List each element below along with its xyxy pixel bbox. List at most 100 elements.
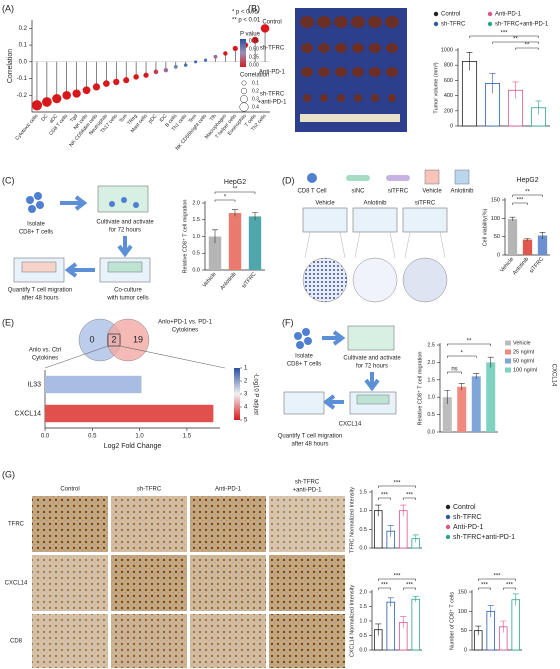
y-axis-title: Tumor volume (mm³) [433,62,439,113]
arrow [64,262,95,278]
error-bar [489,73,496,94]
error-bar [400,504,407,517]
bar [457,386,467,432]
legend-swatch [487,11,493,17]
legend-label: Control [453,504,476,511]
point [52,94,62,104]
legend-label: Vehicle [513,340,531,346]
significance: *** [406,583,414,589]
error-bar [375,504,382,517]
transwell [283,391,325,415]
bar [511,599,521,651]
size-label: 0.4 [252,104,259,110]
well-label: siTFRC [415,201,436,207]
significance: *** [406,493,414,499]
legend-label: 25 ng/ml [513,349,534,355]
colorbar-label: 5 [244,418,248,424]
row-label: sh-TFRC [260,92,285,98]
bar [228,213,242,270]
x-tick-label: Cytotoxic cells [14,113,39,142]
error-bar [487,605,494,618]
x-tick-label: Anlotinib [219,271,237,291]
significance: *** [516,198,524,204]
error-bar [252,212,258,221]
panel-label: (B) [248,3,260,13]
legend-label: sh-TFRC [453,514,481,521]
step-text: Isolate [295,354,313,360]
row-label: TFRC [8,522,25,528]
bracket [515,47,539,50]
bracket [403,587,416,590]
x-tick-label: aDC [48,113,59,125]
error-bar [512,593,519,606]
point [92,83,101,91]
error-bar [535,100,542,115]
row-label: +anti-PD-1 [258,100,288,106]
y-tick-label: 0 [464,647,467,653]
step-text: for 72 hours [109,228,141,234]
panel-label: (A) [2,3,14,13]
size-key [240,95,248,103]
axis [31,20,270,113]
significance: ** [525,43,530,49]
y-tick-label: 0.0 [359,545,367,551]
significance: *** [506,583,514,589]
chart-title: HepG2 [224,179,246,186]
colorbar-label: 0.50 [249,46,259,52]
x-tick-label: 1.0 [135,434,144,440]
error-bar [487,356,494,368]
significance: *** [381,583,389,589]
insert [21,261,57,273]
legend-swatch [445,524,451,530]
bracket [447,343,491,346]
size-key [241,80,247,86]
significance: * [461,351,464,357]
zoom-lines [304,231,446,259]
drug-label: CXCL14 [339,422,362,428]
y-tick-label: 1.5 [359,604,367,610]
y-tick-label: 0.0 [359,647,367,653]
y-tick-label: 1.0 [359,508,367,514]
y-tick-label: 1.5 [427,377,435,383]
point [260,24,270,33]
y-tick-label: 150 [491,197,500,203]
y-tick-label: 1.0 [192,234,200,240]
x-tick-label: 0.0 [41,434,50,440]
y-axis-title: Relative CD8⁺ T cell migration [416,352,423,426]
well-label: Vehicle [315,201,335,207]
point [143,72,149,78]
icon [386,175,410,181]
significance: ** [233,187,238,193]
arrow [60,195,88,211]
y-axis-title: Correlation [7,49,14,83]
step-text: Co-culture [114,288,142,294]
y-axis-title: Relative CD8⁺ T cell migration [181,200,188,274]
step-text: CD8+ T cells [287,362,321,368]
bracket [378,587,391,590]
colorbar [240,39,246,67]
colorbar-label: 3 [244,392,248,398]
bar [537,235,548,255]
x-tick-label: pDC [147,113,158,125]
point [223,51,228,56]
y-tick-label: 0 [450,123,453,129]
dish-image [402,257,448,303]
bracket [447,371,462,374]
step-text: Quantify T cell migration [278,434,342,440]
bracket [478,587,491,590]
significance: *** [381,493,389,499]
error-bar [458,382,465,391]
dish [347,325,395,351]
legend-swatch [487,21,493,27]
colorbar-label: 0.75 [249,38,259,44]
legend-text: Vehicle [422,189,442,195]
point [183,63,188,67]
y-tick-label: IL33 [27,381,41,388]
error-bar [212,229,218,244]
step-text: Isolate [27,222,45,228]
y-tick-label: 50 [494,234,500,240]
y-tick-label: 50 [461,628,467,634]
y-tick-label: 1.0 [427,395,435,401]
significance: *** [393,481,401,487]
